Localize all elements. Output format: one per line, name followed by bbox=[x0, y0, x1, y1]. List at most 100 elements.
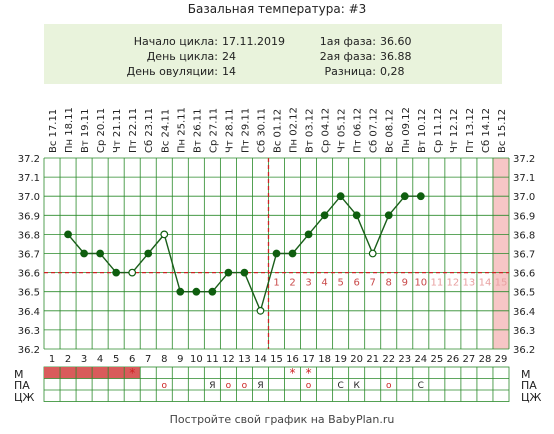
info-label-day: День цикла: bbox=[147, 50, 218, 63]
luteal-day-label: 15 bbox=[495, 278, 508, 289]
day-number: 4 bbox=[97, 354, 103, 365]
temperature-point bbox=[416, 192, 425, 201]
pa-mark: o bbox=[386, 381, 392, 391]
day-number: 19 bbox=[334, 354, 347, 365]
date-label: Пн 09.12 bbox=[401, 107, 412, 153]
day-number: 1 bbox=[49, 354, 55, 365]
footer-link[interactable]: Постройте свой график на BabyPlan.ru bbox=[170, 413, 395, 426]
luteal-day-label: 5 bbox=[337, 278, 343, 289]
day-number: 23 bbox=[398, 354, 411, 365]
y-tick-label-right: 36.7 bbox=[513, 250, 535, 261]
y-tick-label-left: 36.7 bbox=[18, 250, 40, 261]
date-label: Чт 28.11 bbox=[224, 109, 235, 154]
pa-mark: С bbox=[418, 381, 424, 391]
luteal-day-label: 1 bbox=[273, 278, 279, 289]
date-label: Ср 20.11 bbox=[96, 108, 107, 153]
day-number: 18 bbox=[318, 354, 331, 365]
day-number: 5 bbox=[113, 354, 119, 365]
y-tick-label-left: 37.1 bbox=[18, 173, 40, 184]
temperature-point bbox=[144, 249, 153, 258]
info-label-start: Начало цикла: bbox=[134, 35, 218, 48]
temperature-point bbox=[224, 268, 233, 277]
temperature-point-open bbox=[256, 306, 265, 315]
y-tick-label-right: 36.2 bbox=[513, 345, 535, 356]
date-label: Сб 23.11 bbox=[144, 108, 155, 153]
y-tick-label-right: 37.0 bbox=[513, 192, 535, 203]
date-label: Пн 25.11 bbox=[176, 107, 187, 153]
temperature-point bbox=[176, 287, 185, 296]
date-label: Чт 12.12 bbox=[449, 109, 460, 154]
info-label-phase2: 2ая фаза: bbox=[320, 50, 376, 63]
temperature-point bbox=[304, 230, 313, 239]
temperature-point bbox=[352, 211, 361, 220]
temperature-point bbox=[320, 211, 329, 220]
date-label: Пт 29.11 bbox=[240, 108, 251, 153]
date-label: Пт 06.12 bbox=[353, 108, 364, 153]
info-value-diff: 0,28 bbox=[380, 65, 405, 78]
day-number: 6 bbox=[129, 354, 135, 365]
luteal-day-label: 14 bbox=[479, 278, 492, 289]
pa-mark: Я bbox=[209, 381, 215, 391]
day-number: 20 bbox=[350, 354, 363, 365]
date-label: Сб 30.11 bbox=[256, 108, 267, 153]
day-number: 9 bbox=[177, 354, 183, 365]
temperature-point bbox=[64, 230, 72, 239]
y-tick-label-left: 36.8 bbox=[18, 230, 40, 241]
luteal-day-label: 8 bbox=[386, 278, 392, 289]
y-tick-label-left: 36.4 bbox=[18, 307, 40, 318]
date-label: Пт 13.12 bbox=[465, 108, 476, 153]
temperature-point-open bbox=[160, 230, 169, 239]
temperature-point-open bbox=[368, 249, 377, 258]
mens-cell bbox=[76, 367, 93, 379]
y-tick-label-right: 36.3 bbox=[513, 326, 535, 337]
day-number: 28 bbox=[479, 354, 492, 365]
y-tick-label-right: 36.8 bbox=[513, 230, 535, 241]
temperature-point bbox=[384, 211, 393, 220]
y-tick-label-left: 36.3 bbox=[18, 326, 40, 337]
pa-mark: К bbox=[353, 381, 360, 391]
y-tick-label-left: 36.2 bbox=[18, 345, 40, 356]
day-number: 16 bbox=[286, 354, 299, 365]
date-label: Сб 14.12 bbox=[481, 108, 492, 153]
luteal-day-label: 13 bbox=[463, 278, 476, 289]
date-label: Пн 18.11 bbox=[64, 107, 75, 153]
day-number: 22 bbox=[382, 354, 395, 365]
y-tick-label-right: 36.6 bbox=[513, 269, 535, 280]
chart-title: Базальная температура: #3 bbox=[188, 2, 367, 16]
day-number: 2 bbox=[65, 354, 71, 365]
day-number: 15 bbox=[270, 354, 283, 365]
y-tick-label-right: 36.4 bbox=[513, 307, 535, 318]
temperature-point bbox=[112, 268, 121, 277]
date-labels: Вс 17.11 Пн 18.11 Вт 19.11 Ср 20.11 Чт 21.11… bbox=[48, 107, 508, 153]
info-panel bbox=[44, 24, 502, 84]
y-tick-label-left: 36.6 bbox=[18, 269, 40, 280]
y-tick-label-right: 36.9 bbox=[513, 211, 535, 222]
luteal-day-label: 2 bbox=[289, 278, 295, 289]
day-number: 13 bbox=[238, 354, 251, 365]
day-number: 25 bbox=[430, 354, 443, 365]
day-number: 10 bbox=[190, 354, 203, 365]
mens-cell bbox=[108, 367, 125, 379]
luteal-day-label: 12 bbox=[447, 278, 460, 289]
pa-mark: Я bbox=[257, 381, 263, 391]
day-number: 12 bbox=[222, 354, 235, 365]
row-label-pa-right: ПА bbox=[521, 379, 537, 392]
date-label: Чт 21.11 bbox=[112, 108, 123, 153]
pa-mark: o bbox=[226, 381, 232, 391]
mens-star: * bbox=[306, 366, 312, 380]
luteal-day-label: 4 bbox=[321, 278, 327, 289]
y-tick-label-right: 36.5 bbox=[513, 288, 535, 299]
row-label-cz-right: ЦЖ bbox=[521, 391, 542, 404]
info-value-day: 24 bbox=[222, 50, 236, 63]
info-label-ovulation: День овуляции: bbox=[127, 65, 218, 78]
grid: 36.2 36.2 36.3 36.3 36.4 36.4 36.5 36.5 36.6 36.6… bbox=[18, 154, 536, 365]
day-number: 11 bbox=[206, 354, 219, 365]
day-number: 26 bbox=[447, 354, 460, 365]
day-number: 24 bbox=[414, 354, 427, 365]
row-label-m-right: М bbox=[521, 368, 531, 381]
temperature-point bbox=[272, 249, 281, 258]
temperature-point-open bbox=[128, 268, 137, 277]
info-value-ovulation: 14 bbox=[222, 65, 236, 78]
pa-mark: o bbox=[162, 381, 168, 391]
